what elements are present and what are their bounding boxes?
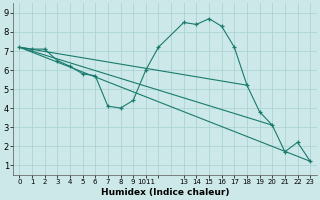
X-axis label: Humidex (Indice chaleur): Humidex (Indice chaleur) [100, 188, 229, 197]
